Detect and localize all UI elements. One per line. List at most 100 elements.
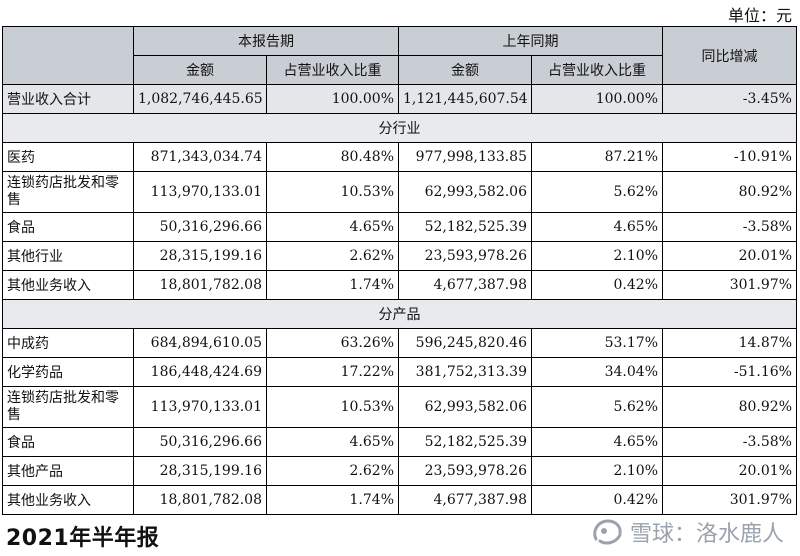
total-yoy: -3.45% xyxy=(662,84,797,114)
table-row: 其他业务收入 18,801,782.08 1.74% 4,677,387.98 0.42… xyxy=(2,485,797,515)
watermark-text: 雪球：洛水鹿人 xyxy=(629,522,784,547)
cell-prior-share: 5.62% xyxy=(531,171,663,213)
cell-cur-amount: 50,316,296.66 xyxy=(133,427,267,457)
cell-yoy: 301.97% xyxy=(662,485,797,515)
cell-prior-share: 53.17% xyxy=(531,328,663,358)
header-cur-share: 占营业收入比重 xyxy=(266,55,399,85)
header-prior-share: 占营业收入比重 xyxy=(531,55,663,85)
cell-prior-amount: 62,993,582.06 xyxy=(398,171,532,213)
cell-prior-share: 5.62% xyxy=(531,386,663,428)
cell-cur-amount: 50,316,296.66 xyxy=(133,212,267,242)
cell-prior-amount: 596,245,820.46 xyxy=(398,328,532,358)
cell-cur-amount: 871,343,034.74 xyxy=(133,142,267,172)
row-label: 其他业务收入 xyxy=(2,270,134,300)
cell-cur-share: 17.22% xyxy=(266,357,399,387)
row-label: 连锁药店批发和零售 xyxy=(2,171,134,213)
cell-prior-share: 0.42% xyxy=(531,270,663,300)
snowball-logo-icon xyxy=(593,519,622,545)
cell-cur-amount: 18,801,782.08 xyxy=(133,485,267,515)
row-label: 医药 xyxy=(2,142,134,172)
header-cur-amount: 金额 xyxy=(133,55,267,85)
cell-prior-amount: 4,677,387.98 xyxy=(398,270,532,300)
cell-prior-share: 4.65% xyxy=(531,212,663,242)
section-title: 分行业 xyxy=(2,113,797,143)
cell-prior-amount: 977,998,133.85 xyxy=(398,142,532,172)
table-row: 连锁药店批发和零售 113,970,133.01 10.53% 62,993,582.… xyxy=(2,386,797,428)
header-yoy: 同比增减 xyxy=(662,26,797,85)
row-label: 中成药 xyxy=(2,328,134,358)
header-corner-cell xyxy=(2,26,134,85)
section-row: 分行业 xyxy=(2,113,797,143)
cell-cur-share: 10.53% xyxy=(266,171,399,213)
unit-label: 单位：元 xyxy=(727,6,792,25)
row-label: 其他业务收入 xyxy=(2,485,134,515)
cell-prior-share: 4.65% xyxy=(531,427,663,457)
cell-yoy: 14.87% xyxy=(662,328,797,358)
cell-yoy: 20.01% xyxy=(662,241,797,271)
row-label: 连锁药店批发和零售 xyxy=(2,386,134,428)
header-row-top: 本报告期 上年同期 同比增减 xyxy=(2,26,797,85)
total-prior-amount: 1,121,445,607.54 xyxy=(398,84,532,114)
row-label: 其他行业 xyxy=(2,241,134,271)
header-prior-amount: 金额 xyxy=(398,55,532,85)
table-row: 食品 50,316,296.66 4.65% 52,182,525.39 4.65% -3… xyxy=(2,212,797,242)
total-cur-share: 100.00% xyxy=(266,84,399,114)
cell-yoy: -10.91% xyxy=(662,142,797,172)
header-prior-period: 上年同期 xyxy=(398,26,663,56)
cell-cur-share: 1.74% xyxy=(266,485,399,515)
cell-prior-amount: 23,593,978.26 xyxy=(398,456,532,486)
table-row: 医药 871,343,034.74 80.48% 977,998,133.85 87.2… xyxy=(2,142,797,172)
cell-cur-amount: 18,801,782.08 xyxy=(133,270,267,300)
cell-yoy: 80.92% xyxy=(662,171,797,213)
header-current-period: 本报告期 xyxy=(133,26,399,56)
revenue-breakdown-table: 本报告期 上年同期 同比增减 金额 占营业收入比重 金额 占营业收入比重 营业收… xyxy=(2,26,797,515)
cell-prior-share: 2.10% xyxy=(531,456,663,486)
cell-prior-amount: 52,182,525.39 xyxy=(398,427,532,457)
table-row: 中成药 684,894,610.05 63.26% 596,245,820.46 53.… xyxy=(2,328,797,358)
table-row: 食品 50,316,296.66 4.65% 52,182,525.39 4.65% -3… xyxy=(2,427,797,457)
row-label: 食品 xyxy=(2,427,134,457)
cell-prior-amount: 23,593,978.26 xyxy=(398,241,532,271)
cell-yoy: 80.92% xyxy=(662,386,797,428)
cell-prior-share: 34.04% xyxy=(531,357,663,387)
cell-yoy: 301.97% xyxy=(662,270,797,300)
table-row: 连锁药店批发和零售 113,970,133.01 10.53% 62,993,582.… xyxy=(2,171,797,213)
row-label: 食品 xyxy=(2,212,134,242)
row-label: 化学药品 xyxy=(2,357,134,387)
cell-cur-share: 10.53% xyxy=(266,386,399,428)
cell-cur-share: 2.62% xyxy=(266,241,399,271)
total-prior-share: 100.00% xyxy=(531,84,663,114)
cell-prior-amount: 4,677,387.98 xyxy=(398,485,532,515)
table-row: 其他业务收入 18,801,782.08 1.74% 4,677,387.98 0.42… xyxy=(2,270,797,300)
cell-prior-share: 87.21% xyxy=(531,142,663,172)
table-row: 其他行业 28,315,199.16 2.62% 23,593,978.26 2.10%… xyxy=(2,241,797,271)
section-row: 分产品 xyxy=(2,299,797,329)
cell-prior-share: 2.10% xyxy=(531,241,663,271)
cell-cur-amount: 186,448,424.69 xyxy=(133,357,267,387)
cell-cur-amount: 684,894,610.05 xyxy=(133,328,267,358)
cell-cur-share: 2.62% xyxy=(266,456,399,486)
total-row: 营业收入合计 1,082,746,445.65 100.00% 1,121,44… xyxy=(2,84,797,114)
cell-cur-share: 1.74% xyxy=(266,270,399,300)
cell-cur-amount: 113,970,133.01 xyxy=(133,171,267,213)
report-title: 2021年半年报 xyxy=(6,526,160,551)
cell-cur-share: 80.48% xyxy=(266,142,399,172)
total-cur-amount: 1,082,746,445.65 xyxy=(133,84,267,114)
cell-cur-amount: 113,970,133.01 xyxy=(133,386,267,428)
cell-cur-share: 63.26% xyxy=(266,328,399,358)
watermark: 雪球：洛水鹿人 xyxy=(590,516,784,548)
cell-prior-share: 0.42% xyxy=(531,485,663,515)
cell-prior-amount: 381,752,313.39 xyxy=(398,357,532,387)
header-row-sub: 金额 占营业收入比重 金额 占营业收入比重 xyxy=(3,55,797,85)
cell-prior-amount: 52,182,525.39 xyxy=(398,212,532,242)
cell-yoy: -3.58% xyxy=(662,212,797,242)
cell-prior-amount: 62,993,582.06 xyxy=(398,386,532,428)
cell-yoy: -3.58% xyxy=(662,427,797,457)
total-label: 营业收入合计 xyxy=(2,84,134,114)
cell-cur-share: 4.65% xyxy=(266,212,399,242)
table-row: 化学药品 186,448,424.69 17.22% 381,752,313.39 34… xyxy=(2,357,797,387)
table-row: 其他产品 28,315,199.16 2.62% 23,593,978.26 2.10%… xyxy=(2,456,797,486)
cell-cur-share: 4.65% xyxy=(266,427,399,457)
cell-yoy: -51.16% xyxy=(662,357,797,387)
section-title: 分产品 xyxy=(2,299,797,329)
